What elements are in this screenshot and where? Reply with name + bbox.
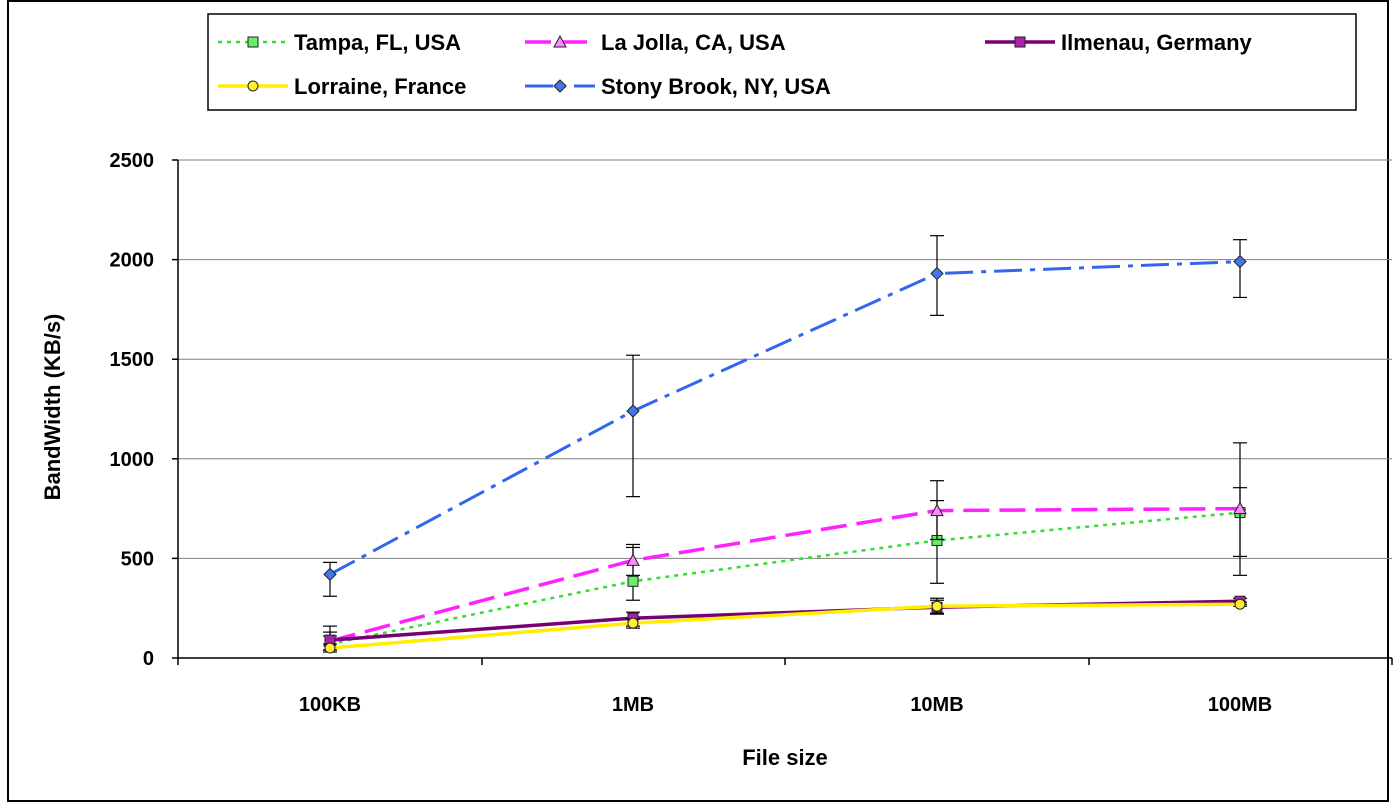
series-line [329,260,1241,576]
y-tick-label: 0 [143,648,154,670]
x-tick-label-100kb: 100KB [299,694,361,716]
x-axis-title: File size [742,745,828,770]
legend-item-ilmenau-germany: Ilmenau, Germany [985,30,1253,55]
data-point [324,642,336,654]
data-point [930,503,944,517]
legend-label: Lorraine, France [294,74,466,99]
y-tick-label: 2000 [110,250,155,272]
series-line [329,506,1241,643]
legend-label: Stony Brook, NY, USA [601,74,831,99]
legend-item-la-jolla-ca-usa: La Jolla, CA, USA [525,30,786,55]
y-tick-label: 1500 [110,349,155,371]
legend-box [207,13,1357,111]
data-point [1233,254,1247,269]
y-tick-label: 1000 [110,449,155,471]
legend-marker [247,80,259,92]
legend-marker [247,36,259,48]
data-point [626,553,640,566]
x-tick-label-10mb: 10MB [910,694,963,716]
y-tick-labels: 0 500 1000 1500 2000 2500 [110,150,155,670]
series-layer [323,235,1247,654]
legend-marker [1014,36,1026,48]
legend-label: Tampa, FL, USA [294,30,461,55]
data-point [930,266,944,281]
x-tick-label-1mb: 1MB [612,694,654,716]
series-line [329,602,1241,650]
data-point [931,600,943,612]
legend-item-lorraine-france: Lorraine, France [218,74,466,99]
data-point [626,404,640,418]
series-lorraine-france [323,597,1247,654]
gridlines [178,159,1392,559]
axes [172,159,1393,665]
legend-label: Ilmenau, Germany [1061,30,1253,55]
legend-label: La Jolla, CA, USA [601,30,786,55]
series-line [329,511,1241,646]
legend: Tampa, FL, USA La Jolla, CA, USA Ilmenau, … [207,13,1357,111]
y-tick-label: 2500 [110,150,155,172]
chart-border [7,0,1389,802]
legend-marker [553,34,567,48]
data-point [627,617,639,629]
x-tick-label-100mb: 100MB [1208,694,1272,716]
data-point [1233,501,1247,515]
legend-item-stony-brook-ny-usa: Stony Brook, NY, USA [525,74,831,99]
y-axis-title: BandWidth (KB/s) [40,314,65,501]
x-tick-labels: 100KB 1MB 10MB 100MB [299,694,1272,716]
legend-marker [553,79,567,93]
legend-item-tampa-fl-usa: Tampa, FL, USA [218,30,461,55]
data-point [1234,598,1246,610]
data-point [627,575,639,587]
series-stony-brook-ny-usa [323,235,1247,597]
y-tick-label: 500 [121,548,154,570]
data-point [323,567,337,582]
